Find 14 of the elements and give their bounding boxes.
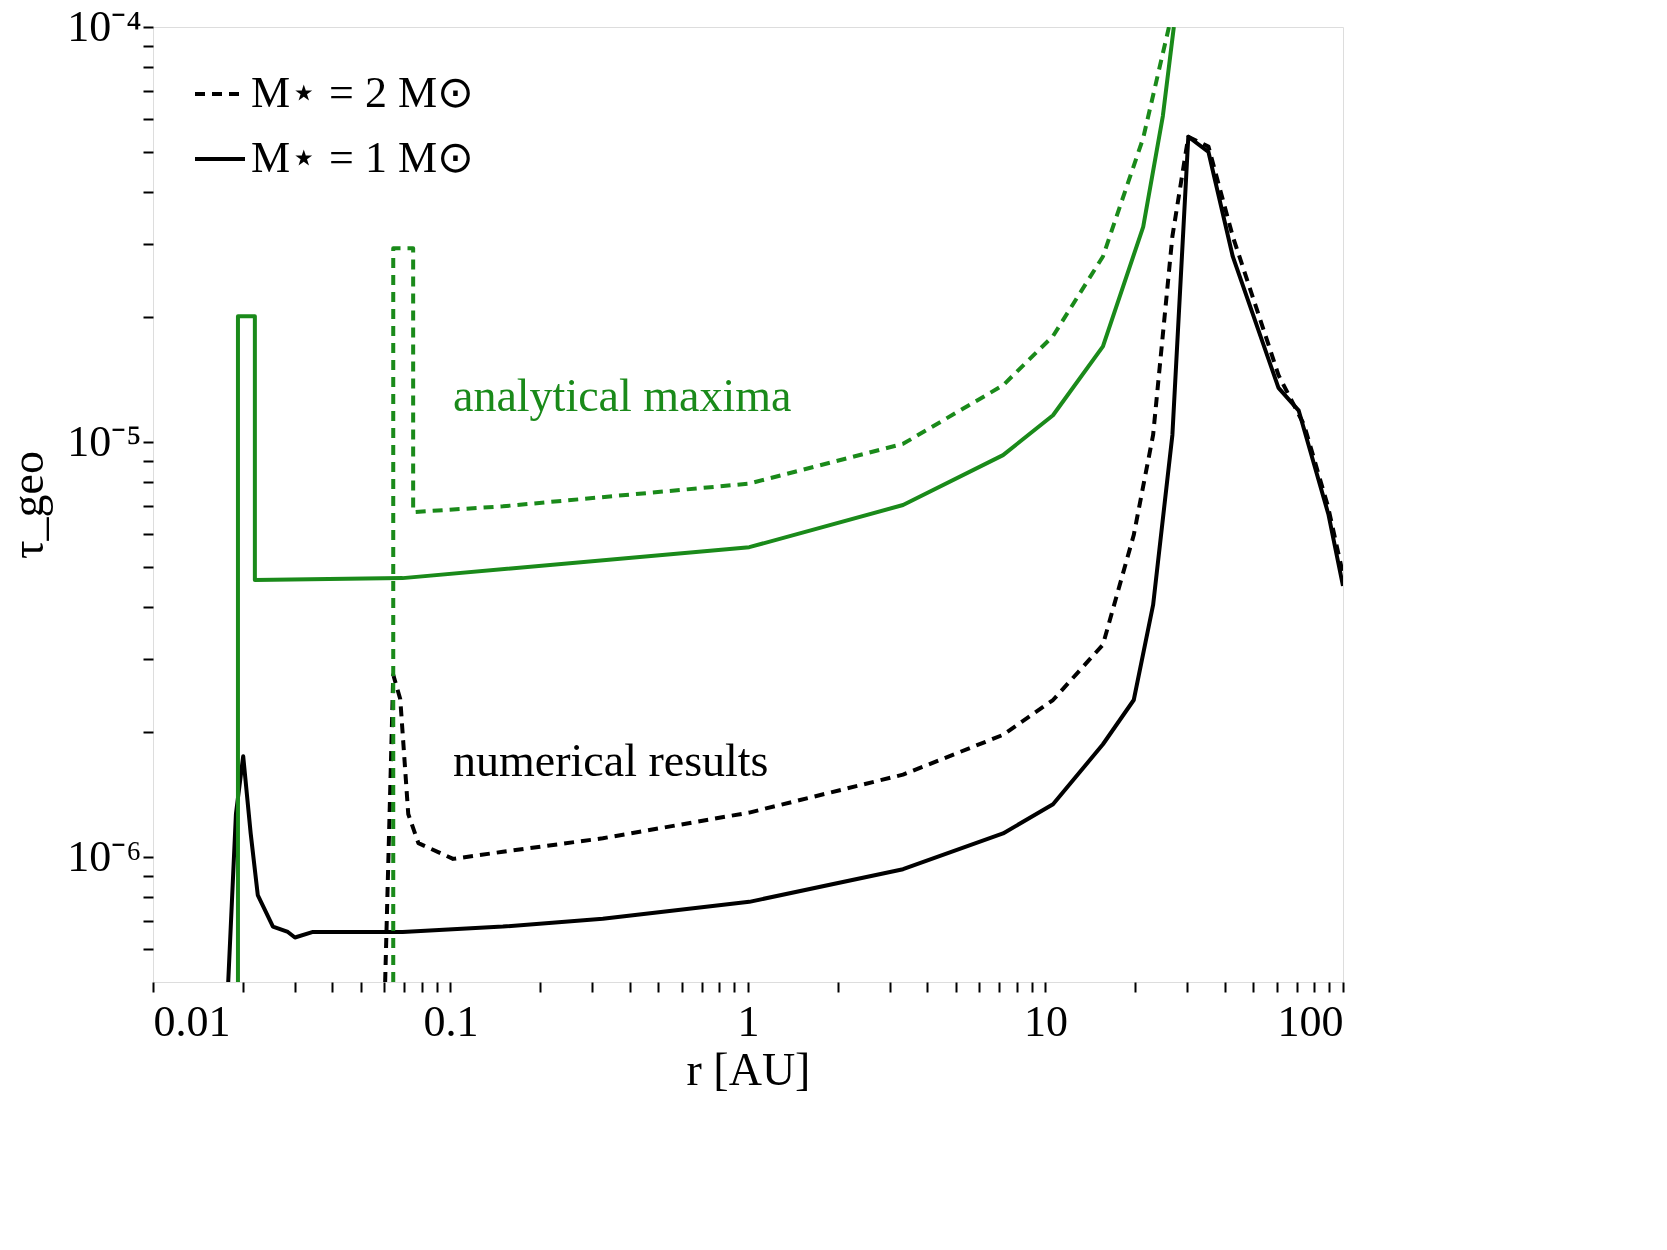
x-tick-label: 0.01 [153,996,231,1046]
x-tick-label: 1 [737,996,760,1046]
legend-label: M⋆ = 1 M⊙ [251,133,475,182]
y-tick-label: 10⁻⁴ [67,1,142,51]
x-tick-label: 10 [1024,996,1068,1046]
y-tick-label: 10⁻⁵ [67,416,142,466]
y-tick-label: 10⁻⁶ [67,831,142,881]
annotation: numerical results [453,735,769,786]
legend-label: M⋆ = 2 M⊙ [251,68,475,117]
annotation: analytical maxima [453,370,792,421]
y-axis-title: τ_geo [2,451,54,559]
x-tick-label: 100 [1277,996,1344,1046]
x-tick-label: 0.1 [423,996,479,1046]
x-axis-title: r [AU] [686,1043,811,1095]
